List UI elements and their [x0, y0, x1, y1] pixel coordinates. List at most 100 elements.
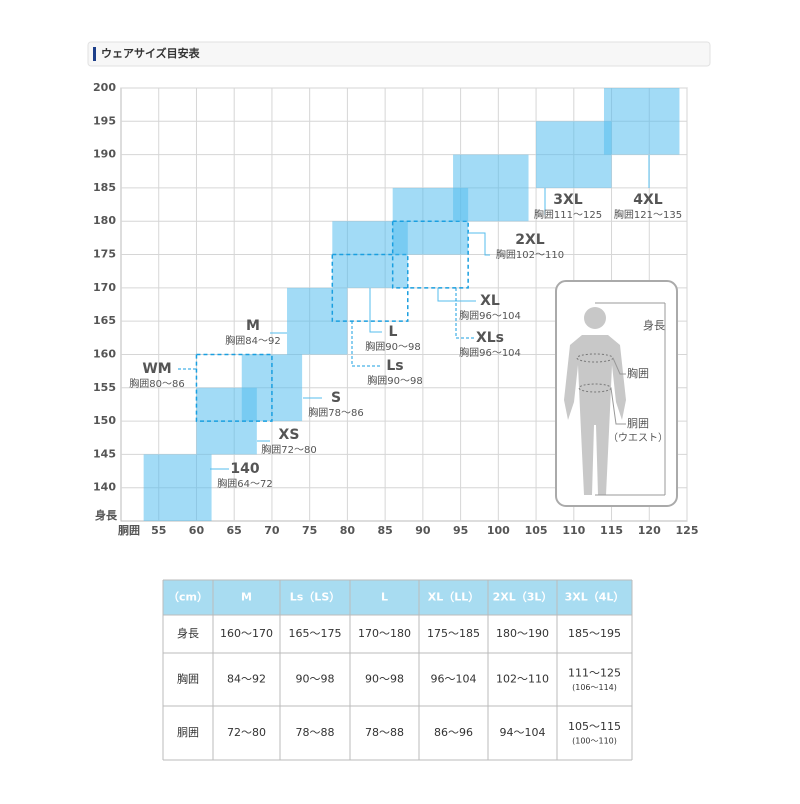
- size-box: [603, 88, 680, 155]
- table-header: M: [241, 591, 252, 604]
- table-header-bg: [163, 580, 632, 615]
- size-chest: 胸囲72～80: [261, 443, 316, 456]
- size-name: 3XL: [553, 192, 583, 208]
- table-cell: 78～88: [296, 726, 335, 739]
- leader-line: [437, 288, 476, 302]
- x-tick-label: 125: [676, 524, 699, 537]
- size-chest: 胸囲111～125: [534, 208, 602, 221]
- size-chest: 胸囲102～110: [496, 248, 564, 261]
- table-cell: 84～92: [227, 673, 266, 686]
- table-cell: 90～98: [296, 673, 335, 686]
- size-name: Ls: [386, 358, 403, 374]
- figure-waist: 胴囲: [627, 417, 649, 430]
- table-cell: 111～125: [568, 667, 621, 680]
- table-header: L: [381, 591, 388, 604]
- size-name: 2XL: [515, 232, 545, 248]
- x-tick-label: 105: [525, 524, 548, 537]
- y-tick-label: 165: [93, 314, 116, 327]
- y-axis-label: 身長: [95, 508, 118, 522]
- y-tick-label: 170: [93, 281, 116, 294]
- size-box: [195, 353, 273, 422]
- size-chest: 胸囲121～135: [614, 208, 682, 221]
- x-tick-label: 70: [264, 524, 280, 537]
- table-header: （cm）: [168, 591, 208, 604]
- size-box: [536, 121, 612, 188]
- x-tick-label: 120: [638, 524, 661, 537]
- table-cell: 94～104: [500, 726, 546, 739]
- leader-line: [455, 288, 474, 339]
- x-tick-label: 65: [227, 524, 242, 537]
- table-cell: 102～110: [496, 673, 549, 686]
- x-tick-label: 75: [302, 524, 317, 537]
- table-cell: 170～180: [358, 627, 411, 640]
- x-tick-label: 95: [453, 524, 468, 537]
- size-chest: 胸囲84～92: [225, 334, 280, 347]
- table-cell: 180～190: [496, 627, 549, 640]
- table-header: Ls（LS）: [290, 591, 341, 604]
- table-cell-note: (106～114): [572, 683, 617, 692]
- table-header: XL（LL）: [428, 591, 480, 604]
- size-chest: 胸囲90～98: [367, 374, 422, 387]
- size-name: XLs: [476, 330, 504, 346]
- table-cell: 185～195: [568, 627, 621, 640]
- x-tick-label: 80: [340, 524, 356, 537]
- x-tick-label: 60: [189, 524, 205, 537]
- size-name: WM: [142, 361, 171, 377]
- y-tick-label: 160: [93, 347, 116, 360]
- size-name: XL: [480, 293, 500, 309]
- size-box: [391, 220, 469, 289]
- leader-line: [369, 288, 382, 333]
- table-cell: 165～175: [289, 627, 342, 640]
- size-chest: 胸囲96～104: [459, 346, 521, 359]
- table-row-label: 身長: [177, 626, 199, 640]
- size-name: M: [246, 318, 260, 334]
- table-row-label: 胸囲: [177, 672, 199, 686]
- size-chest: 胸囲90～98: [365, 340, 420, 353]
- y-tick-label: 195: [93, 114, 116, 127]
- x-tick-label: 115: [600, 524, 623, 537]
- size-chest: 胸囲78～86: [308, 406, 363, 419]
- size-name: 140: [230, 461, 259, 477]
- leader-line: [468, 232, 490, 256]
- x-tick-label: 100: [487, 524, 510, 537]
- size-chest: 胸囲96～104: [459, 309, 521, 322]
- size-name: S: [331, 390, 341, 406]
- size-box: [331, 253, 409, 322]
- table-cell: 72～80: [227, 726, 266, 739]
- table-cell: 90～98: [365, 673, 404, 686]
- size-name: L: [389, 324, 398, 340]
- table-cell: 175～185: [427, 627, 480, 640]
- y-tick-label: 200: [93, 81, 116, 94]
- table-cell: 96～104: [431, 673, 477, 686]
- leader-line: [351, 321, 382, 367]
- x-tick-label: 55: [151, 524, 166, 537]
- y-tick-label: 155: [93, 381, 116, 394]
- table-header: 2XL（3L）: [493, 591, 553, 604]
- y-tick-label: 140: [93, 481, 116, 494]
- size-box: [453, 154, 529, 222]
- body-figure: 身長 胸囲 胴囲 （ウエスト）: [555, 280, 678, 507]
- figure-waist-note: （ウエスト）: [608, 432, 668, 444]
- y-tick-label: 150: [93, 414, 116, 427]
- header-bar: [87, 41, 711, 67]
- header-accent: [93, 47, 96, 61]
- table-cell: 105～115: [568, 720, 621, 733]
- header-title: ウェアサイズ目安表: [101, 46, 201, 60]
- size-chest: 胸囲80～86: [129, 377, 184, 390]
- x-tick-label: 90: [415, 524, 431, 537]
- x-tick-label: 85: [377, 524, 392, 537]
- size-chest: 胸囲64～72: [217, 477, 272, 490]
- size-box: [143, 454, 212, 521]
- y-tick-label: 145: [93, 447, 116, 460]
- y-tick-label: 190: [93, 148, 116, 161]
- y-tick-label: 185: [93, 181, 116, 194]
- figure-chest: 胸囲: [627, 366, 649, 380]
- boxes: [143, 88, 680, 521]
- figure-height: 身長: [643, 318, 665, 332]
- table-cell: 78～88: [365, 726, 404, 739]
- table-cell: 86～96: [434, 726, 473, 739]
- size-name: XS: [279, 427, 300, 443]
- table-row-label: 胴囲: [177, 726, 199, 739]
